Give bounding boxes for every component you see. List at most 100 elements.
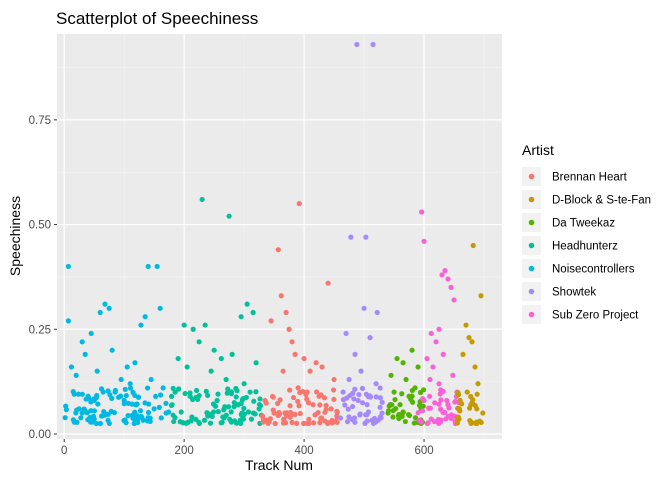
data-point <box>480 410 486 416</box>
data-point <box>98 386 105 392</box>
data-point <box>234 388 240 394</box>
data-point <box>446 405 452 411</box>
data-point <box>153 393 159 399</box>
data-point <box>145 415 151 421</box>
data-point <box>65 263 71 270</box>
data-point <box>130 389 136 396</box>
data-point <box>323 406 329 413</box>
series-showtek <box>337 41 385 427</box>
data-point <box>231 404 237 410</box>
data-point <box>331 376 337 383</box>
data-point <box>144 385 151 391</box>
data-point <box>337 415 344 421</box>
data-point <box>270 394 276 400</box>
data-point <box>452 399 458 405</box>
data-point <box>306 416 312 422</box>
data-point <box>385 408 392 414</box>
data-point <box>233 394 239 400</box>
data-point <box>356 392 362 398</box>
data-point <box>182 390 188 397</box>
data-point <box>474 420 480 427</box>
data-point <box>268 318 274 324</box>
data-point <box>300 388 306 395</box>
series-brennan-heart <box>259 201 340 427</box>
data-point <box>180 420 186 426</box>
x-tick-label: 600 <box>414 445 433 457</box>
data-point <box>88 330 94 337</box>
data-point <box>352 419 358 425</box>
data-point <box>325 280 331 286</box>
data-point <box>193 416 199 422</box>
data-point <box>427 405 434 411</box>
data-point <box>71 391 77 397</box>
data-point <box>443 416 449 422</box>
data-point <box>75 391 82 397</box>
data-point <box>122 386 128 392</box>
data-point <box>468 393 474 400</box>
data-point <box>286 326 292 332</box>
data-point <box>85 417 91 423</box>
data-point <box>289 339 295 345</box>
data-point <box>247 389 253 395</box>
x-tick-label: 200 <box>175 445 194 457</box>
data-point <box>132 360 138 366</box>
data-point <box>424 420 431 426</box>
data-point <box>296 201 302 207</box>
series-sub-zero-project <box>415 209 462 427</box>
data-point <box>459 401 465 407</box>
data-point <box>396 411 402 418</box>
data-point <box>82 351 88 357</box>
data-point <box>427 393 433 399</box>
data-point <box>184 364 190 370</box>
y-tick-label: 0.00 <box>29 429 51 441</box>
data-point <box>215 391 221 397</box>
data-point <box>127 381 133 387</box>
legend-label: Sub Zero Project <box>552 310 639 322</box>
data-point <box>346 376 352 383</box>
data-point <box>363 234 369 240</box>
data-point <box>278 293 284 299</box>
data-point <box>224 390 230 396</box>
data-point <box>427 376 433 383</box>
data-point <box>295 385 301 391</box>
data-point <box>315 410 321 416</box>
data-point <box>129 401 135 407</box>
data-point <box>436 401 442 407</box>
data-point <box>436 326 442 332</box>
data-point <box>455 391 462 398</box>
data-point <box>420 403 426 409</box>
data-point <box>241 405 247 411</box>
data-point <box>319 364 325 370</box>
data-point <box>90 419 96 425</box>
data-point <box>97 309 103 316</box>
data-point <box>343 330 349 337</box>
data-point <box>199 196 205 203</box>
data-point <box>151 406 157 412</box>
data-point <box>105 417 111 423</box>
data-point <box>272 420 278 427</box>
legend-label: Noisecontrollers <box>552 264 635 276</box>
legend-swatch <box>528 288 535 295</box>
data-point <box>331 396 337 403</box>
data-point <box>295 398 301 405</box>
data-point <box>386 403 392 409</box>
data-point <box>215 409 221 415</box>
data-point <box>448 412 455 418</box>
data-point <box>245 409 252 415</box>
data-point <box>367 335 373 341</box>
data-point <box>439 272 445 278</box>
series-headhunterz <box>168 196 265 427</box>
data-point <box>345 406 351 412</box>
data-point <box>451 297 457 303</box>
data-point <box>170 385 176 391</box>
data-point <box>369 417 375 423</box>
data-point <box>135 394 142 400</box>
data-point <box>282 410 288 416</box>
data-point <box>223 412 229 418</box>
data-point <box>275 412 281 419</box>
data-point <box>283 309 289 316</box>
data-point <box>332 419 339 425</box>
data-point <box>474 391 480 397</box>
data-point <box>218 355 224 362</box>
plot-panel <box>57 34 502 439</box>
